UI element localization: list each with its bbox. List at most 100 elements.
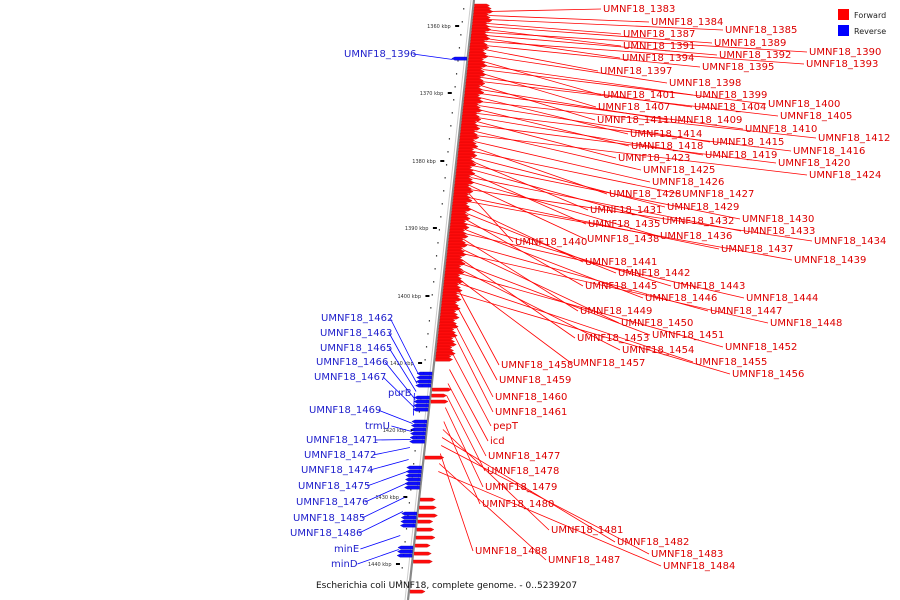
gene-label-forward[interactable]: UMNF18_1397	[600, 66, 672, 77]
gene-label-forward[interactable]: UMNF18_1420	[778, 158, 850, 169]
gene-label-reverse[interactable]: UMNF18_1462	[321, 313, 393, 324]
gene-label-forward[interactable]: UMNF18_1484	[663, 561, 735, 572]
minor-tick	[450, 125, 452, 127]
gene-label-forward[interactable]: UMNF18_1455	[695, 357, 767, 368]
gene-label-reverse[interactable]: UMNF18_1469	[309, 405, 381, 416]
gene-label-forward[interactable]: UMNF18_1390	[809, 47, 881, 58]
gene-label-forward[interactable]: UMNF18_1407	[598, 102, 670, 113]
gene-label-forward[interactable]: UMNF18_1432	[662, 216, 734, 227]
gene-label-forward[interactable]: UMNF18_1478	[487, 466, 559, 477]
gene-label-forward[interactable]: UMNF18_1399	[695, 90, 767, 101]
gene-label-forward[interactable]: UMNF18_1448	[770, 318, 842, 329]
gene-label-forward[interactable]: UMNF18_1416	[793, 146, 865, 157]
gene-label-forward[interactable]: UMNF18_1409	[670, 115, 742, 126]
gene-label-forward[interactable]: UMNF18_1389	[714, 38, 786, 49]
gene-label-forward[interactable]: UMNF18_1460	[495, 392, 567, 403]
gene-label-forward[interactable]: UMNF18_1439	[794, 255, 866, 266]
gene-label-forward[interactable]: UMNF18_1456	[732, 369, 804, 380]
gene-label-reverse[interactable]: trmU	[365, 421, 390, 432]
gene-label-forward[interactable]: UMNF18_1437	[721, 244, 793, 255]
gene-label-forward[interactable]: UMNF18_1384	[651, 17, 723, 28]
gene-label-reverse[interactable]: UMNF18_1474	[301, 465, 373, 476]
gene-label-forward[interactable]: UMNF18_1395	[702, 62, 774, 73]
gene-label-forward[interactable]: UMNF18_1441	[585, 257, 657, 268]
gene-label-forward[interactable]: UMNF18_1400	[768, 99, 840, 110]
gene-label-forward[interactable]: UMNF18_1487	[548, 555, 620, 566]
gene-label-forward[interactable]: UMNF18_1452	[725, 342, 797, 353]
gene-label-forward[interactable]: UMNF18_1393	[806, 59, 878, 70]
gene-label-forward[interactable]: UMNF18_1414	[630, 129, 702, 140]
gene-label-forward[interactable]: UMNF18_1447	[710, 306, 782, 317]
gene-label-forward[interactable]: UMNF18_1383	[603, 4, 675, 15]
gene-label-forward[interactable]: UMNF18_1425	[643, 165, 715, 176]
gene-label-reverse[interactable]: UMNF18_1463	[320, 328, 392, 339]
gene-label-forward[interactable]: UMNF18_1488	[475, 546, 547, 557]
gene-label-forward[interactable]: UMNF18_1410	[745, 124, 817, 135]
legend-swatch-forward	[838, 9, 849, 20]
gene-label-forward[interactable]: UMNF18_1427	[682, 189, 754, 200]
gene-label-reverse[interactable]: UMNF18_1486	[290, 528, 362, 539]
gene-label-forward[interactable]: UMNF18_1398	[669, 78, 741, 89]
gene-label-reverse[interactable]: UMNF18_1466	[316, 357, 388, 368]
gene-label-forward[interactable]: UMNF18_1442	[618, 268, 690, 279]
gene-label-forward[interactable]: UMNF18_1446	[645, 293, 717, 304]
gene-label-forward[interactable]: UMNF18_1430	[742, 214, 814, 225]
gene-label-forward[interactable]: UMNF18_1461	[495, 407, 567, 418]
gene-label-forward[interactable]: UMNF18_1453	[577, 333, 649, 344]
gene-label-forward[interactable]: UMNF18_1477	[488, 451, 560, 462]
gene-label-forward[interactable]: UMNF18_1457	[573, 358, 645, 369]
gene-label-reverse[interactable]: UMNF18_1475	[298, 481, 370, 492]
gene-label-forward[interactable]: UMNF18_1450	[621, 318, 693, 329]
gene-label-forward[interactable]: UMNF18_1435	[588, 219, 660, 230]
gene-label-forward[interactable]: UMNF18_1411	[597, 115, 669, 126]
gene-label-forward[interactable]: UMNF18_1426	[652, 177, 724, 188]
gene-label-forward[interactable]: UMNF18_1387	[623, 29, 695, 40]
gene-label-forward[interactable]: UMNF18_1431	[590, 205, 662, 216]
gene-label-forward[interactable]: UMNF18_1423	[618, 153, 690, 164]
gene-label-forward[interactable]: UMNF18_1394	[622, 53, 694, 64]
gene-label-forward[interactable]: UMNF18_1391	[623, 41, 695, 52]
gene-label-reverse[interactable]: UMNF18_1485	[293, 513, 365, 524]
gene-label-forward[interactable]: UMNF18_1424	[809, 170, 881, 181]
gene-label-reverse[interactable]: UMNF18_1476	[296, 497, 368, 508]
gene-label-reverse[interactable]: purB	[388, 388, 412, 399]
gene-label-reverse[interactable]: minE	[334, 544, 359, 555]
gene-label-forward[interactable]: UMNF18_1438	[587, 234, 659, 245]
gene-label-reverse[interactable]: UMNF18_1467	[314, 372, 386, 383]
gene-label-forward[interactable]: UMNF18_1481	[551, 525, 623, 536]
gene-label-reverse[interactable]: UMNF18_1465	[320, 343, 392, 354]
gene-label-reverse[interactable]: UMNF18_1396	[344, 49, 416, 60]
gene-label-reverse[interactable]: UMNF18_1471	[306, 435, 378, 446]
gene-label-forward[interactable]: UMNF18_1449	[580, 306, 652, 317]
gene-label-reverse[interactable]: minD	[331, 559, 358, 570]
gene-label-forward[interactable]: UMNF18_1385	[725, 25, 797, 36]
gene-label-forward[interactable]: UMNF18_1480	[482, 499, 554, 510]
gene-label-forward[interactable]: UMNF18_1436	[660, 231, 732, 242]
gene-label-forward[interactable]: UMNF18_1434	[814, 236, 886, 247]
gene-label-forward[interactable]: UMNF18_1401	[603, 90, 675, 101]
gene-label-forward[interactable]: UMNF18_1458	[501, 360, 573, 371]
gene-label-forward[interactable]: UMNF18_1428	[609, 189, 681, 200]
gene-label-forward[interactable]: UMNF18_1404	[694, 102, 766, 113]
gene-label-forward[interactable]: UMNF18_1429	[667, 202, 739, 213]
gene-label-forward[interactable]: UMNF18_1459	[499, 375, 571, 386]
gene-label-forward[interactable]: UMNF18_1440	[515, 237, 587, 248]
gene-label-forward[interactable]: UMNF18_1479	[485, 482, 557, 493]
gene-label-forward[interactable]: UMNF18_1419	[705, 150, 777, 161]
gene-label-forward[interactable]: UMNF18_1392	[719, 50, 791, 61]
gene-label-forward[interactable]: UMNF18_1418	[631, 141, 703, 152]
gene-label-forward[interactable]: UMNF18_1433	[743, 226, 815, 237]
gene-label-forward[interactable]: UMNF18_1482	[617, 537, 689, 548]
gene-label-forward[interactable]: UMNF18_1451	[652, 330, 724, 341]
gene-label-forward[interactable]: UMNF18_1405	[780, 111, 852, 122]
gene-label-forward[interactable]: UMNF18_1443	[673, 281, 745, 292]
gene-label-forward[interactable]: UMNF18_1454	[622, 345, 694, 356]
gene-label-forward[interactable]: UMNF18_1412	[818, 133, 890, 144]
gene-label-forward[interactable]: pepT	[493, 421, 519, 432]
gene-label-forward[interactable]: UMNF18_1415	[712, 137, 784, 148]
gene-label-forward[interactable]: UMNF18_1444	[746, 293, 818, 304]
gene-label-forward[interactable]: icd	[490, 436, 505, 447]
gene-label-forward[interactable]: UMNF18_1483	[651, 549, 723, 560]
gene-label-reverse[interactable]: UMNF18_1472	[304, 450, 376, 461]
gene-label-forward[interactable]: UMNF18_1445	[585, 281, 657, 292]
